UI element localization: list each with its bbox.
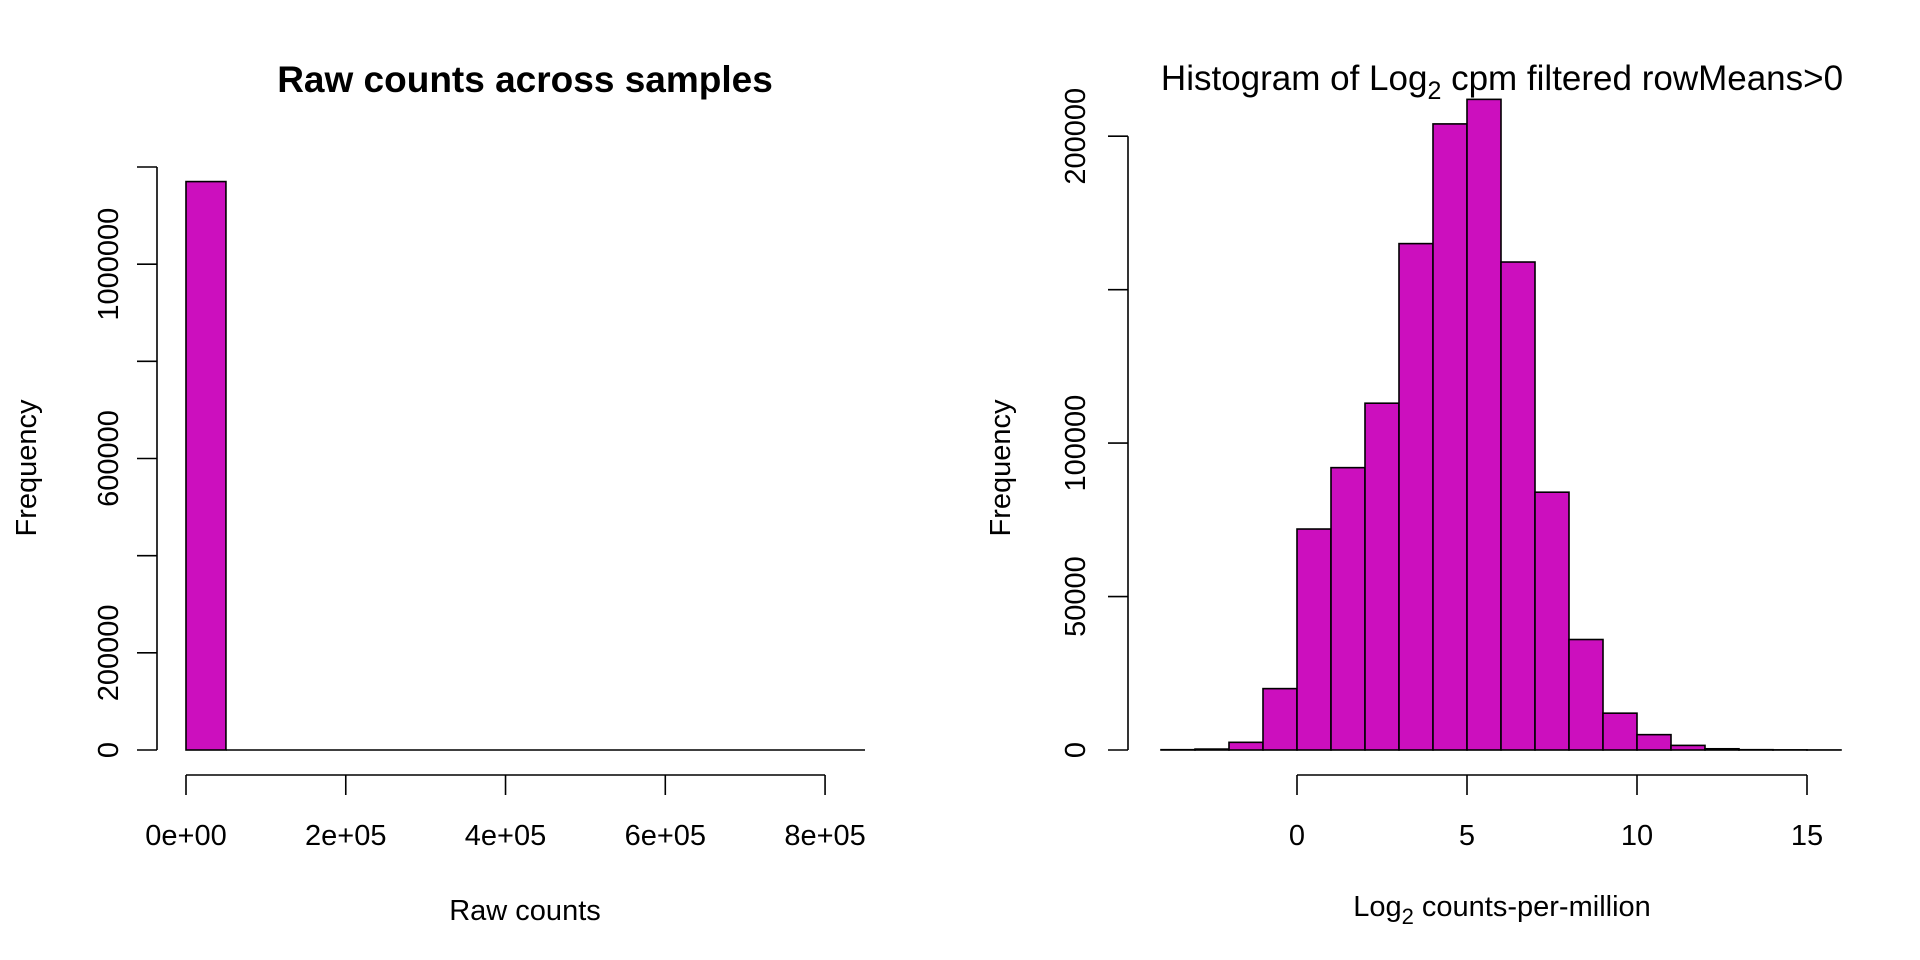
right-bar-2	[1228, 741, 1264, 751]
right-bar-1	[1194, 748, 1230, 751]
left-y-tick-label-5: 1000000	[93, 208, 125, 321]
left-x-axis-label: Raw counts	[449, 895, 601, 927]
right-xlabel-suffix: counts-per-million	[1414, 891, 1651, 923]
right-bar-7	[1398, 242, 1434, 751]
right-bar-13	[1602, 712, 1638, 751]
left-y-axis: 0 200000 600000 1000000	[93, 166, 158, 758]
right-title-prefix: Histogram of Log	[1161, 59, 1428, 98]
right-y-tick-label-1: 50000	[1060, 556, 1092, 637]
left-y-tick-label-0: 0	[93, 742, 125, 758]
left-x-axis: 0e+00 2e+05 4e+05 6e+05 8e+05	[145, 774, 866, 852]
right-bar-12	[1568, 638, 1604, 751]
right-bar-3	[1262, 687, 1298, 751]
right-y-axis-label: Frequency	[985, 399, 1017, 537]
right-bar-11	[1534, 491, 1570, 751]
right-bars	[1160, 98, 1842, 751]
left-bar-0	[185, 180, 227, 751]
right-y-tick-label-0: 0	[1060, 742, 1092, 758]
left-x-tick-label-0: 0e+00	[145, 820, 226, 852]
left-y-tick-label-3: 600000	[93, 410, 125, 507]
log2-cpm-histogram: Histogram of Log2 cpm filtered rowMeans>…	[985, 59, 1843, 929]
left-x-tick-label-3: 6e+05	[625, 820, 706, 852]
right-bar-4	[1296, 528, 1332, 751]
right-x-tick-label-1: 5	[1459, 820, 1475, 852]
raw-counts-histogram: Raw counts across samples Raw counts Fre…	[11, 59, 866, 927]
right-title-suffix: cpm filtered rowMeans>0	[1441, 59, 1843, 98]
right-x-axis: 0 5 10 15	[1289, 774, 1823, 852]
right-x-axis-label: Log2 counts-per-million	[1353, 891, 1651, 929]
right-bar-6	[1364, 402, 1400, 751]
right-x-tick-label-2: 10	[1621, 820, 1653, 852]
right-bar-5	[1330, 466, 1366, 751]
right-title-subscript: 2	[1427, 77, 1441, 105]
right-y-tick-label-2: 100000	[1060, 395, 1092, 492]
right-bar-15	[1670, 744, 1706, 751]
left-x-tick-label-4: 8e+05	[784, 820, 865, 852]
right-x-tick-label-3: 15	[1791, 820, 1823, 852]
right-bar-16	[1704, 747, 1740, 751]
left-x-tick-label-2: 4e+05	[465, 820, 546, 852]
left-y-axis-label: Frequency	[11, 399, 43, 537]
right-chart-title: Histogram of Log2 cpm filtered rowMeans>…	[1161, 59, 1843, 105]
right-y-tick-label-4: 200000	[1060, 88, 1092, 185]
right-bar-10	[1500, 261, 1536, 751]
left-chart-title: Raw counts across samples	[277, 59, 773, 100]
right-bar-14	[1636, 733, 1672, 751]
right-bar-9	[1466, 98, 1502, 751]
left-bars	[185, 180, 865, 751]
right-xlabel-subscript: 2	[1402, 904, 1414, 929]
right-y-axis: 0 50000 100000 200000	[1060, 88, 1129, 758]
left-x-tick-label-1: 2e+05	[305, 820, 386, 852]
right-xlabel-prefix: Log	[1353, 891, 1401, 923]
right-x-tick-label-0: 0	[1289, 820, 1305, 852]
right-bar-8	[1432, 123, 1468, 751]
left-y-tick-label-1: 200000	[93, 604, 125, 701]
